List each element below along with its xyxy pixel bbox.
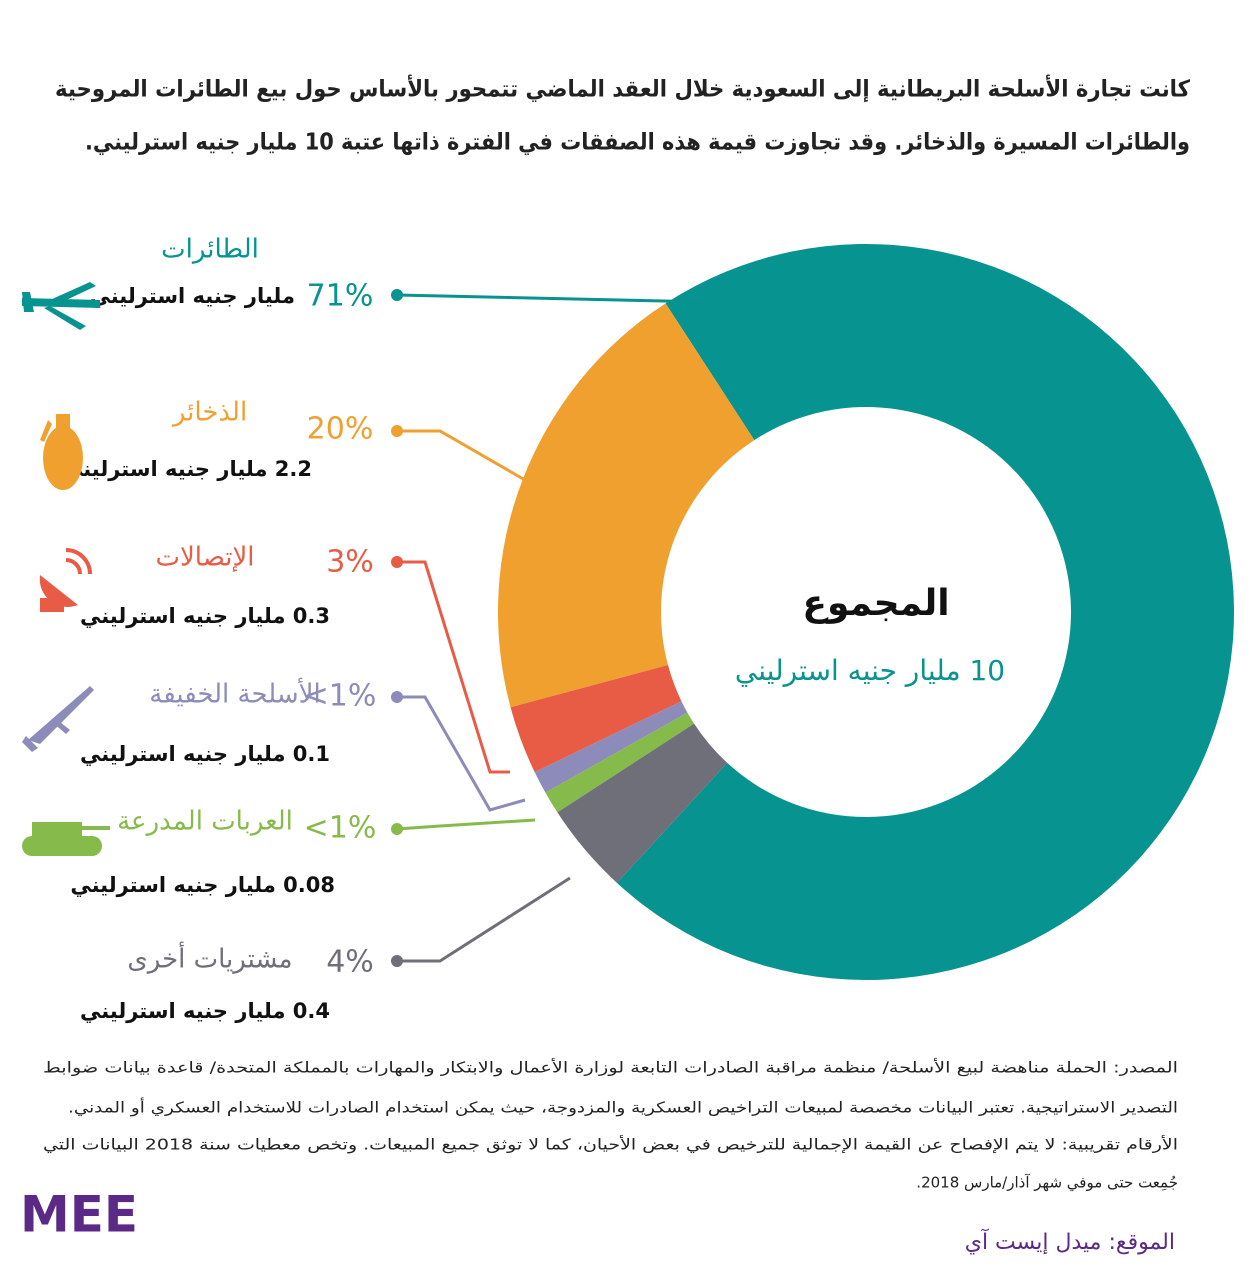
leader-dot	[391, 556, 403, 568]
tank-icon	[22, 822, 110, 856]
slice	[534, 701, 688, 793]
leader-dot	[391, 823, 403, 835]
amount-label: 2.2 مليار جنيه استرليني	[62, 457, 312, 481]
title-line: والطائرات المسيرة والذخائر. وقد تجاوزت ق…	[85, 130, 1190, 156]
leader-line	[396, 818, 536, 831]
source-line: المصدر: الحملة مناهضة لبيع الأسلحة/ منظم…	[43, 1058, 1178, 1077]
percent-label: 4%	[326, 945, 374, 980]
rifle-icon	[22, 686, 94, 752]
leader-line	[397, 429, 526, 482]
leader-line	[396, 293, 711, 304]
percent-label: <1%	[304, 679, 377, 714]
leader-line	[397, 560, 510, 774]
category-label: الأسلحة الخفيفة	[149, 677, 320, 710]
source-line: الأرقام تقريبية: لا يتم الإفصاح عن القيم…	[43, 1135, 1178, 1155]
leader-dot	[391, 691, 403, 703]
percent-label: 3%	[326, 545, 374, 580]
leader-dot	[391, 289, 403, 301]
amount-label: 0.1 مليار جنيه استرليني	[80, 742, 330, 766]
leader-dot	[391, 955, 403, 967]
category-label: الذخائر	[171, 398, 247, 428]
grenade-icon	[40, 414, 83, 490]
category-label: الطائرات	[161, 235, 259, 265]
slice	[498, 303, 755, 708]
slice	[616, 244, 1235, 980]
drone-icon	[22, 282, 100, 330]
percent-label: 20%	[307, 412, 374, 447]
center-value: 10 مليار جنيه استرليني	[735, 654, 1005, 687]
center-title: المجموع	[802, 583, 949, 624]
source-line: التصدير الاستراتيجية. تعتبر البيانات مخص…	[68, 1098, 1178, 1118]
category-label: الإتصالات	[155, 543, 254, 573]
leader-line	[397, 695, 526, 812]
logo: MEE	[20, 1186, 138, 1244]
title-line: كانت تجارة الأسلحة البريطانية إلى السعود…	[55, 74, 1191, 103]
amount-label: 0.08 مليار جنيه استرليني	[70, 873, 335, 897]
leader-dot	[391, 425, 403, 437]
dish-icon	[39, 548, 92, 612]
category-label: العربات المدرعة	[117, 807, 293, 837]
amount-label: مليار جنيه استرليني	[89, 284, 295, 308]
percent-label: <1%	[304, 811, 377, 846]
amount-label: 0.3 مليار جنيه استرليني	[80, 604, 330, 628]
labels: الطائرات 71% مليار جنيه استرليني الذخائر 20%…	[62, 235, 711, 1023]
slice	[557, 723, 728, 883]
site-credit: الموقع: ميدل إيست آي	[965, 1228, 1175, 1255]
category-label: مشتريات أخرى	[127, 941, 292, 975]
slice	[545, 712, 695, 813]
source-line: جُمِعت حتى موفي شهر آذار/مارس 2018.	[916, 1174, 1178, 1193]
donut	[498, 244, 1235, 980]
slice	[510, 665, 682, 773]
amount-label: 0.4 مليار جنيه استرليني	[80, 999, 330, 1023]
leader-line	[397, 876, 571, 963]
percent-label: 71%	[307, 279, 374, 314]
